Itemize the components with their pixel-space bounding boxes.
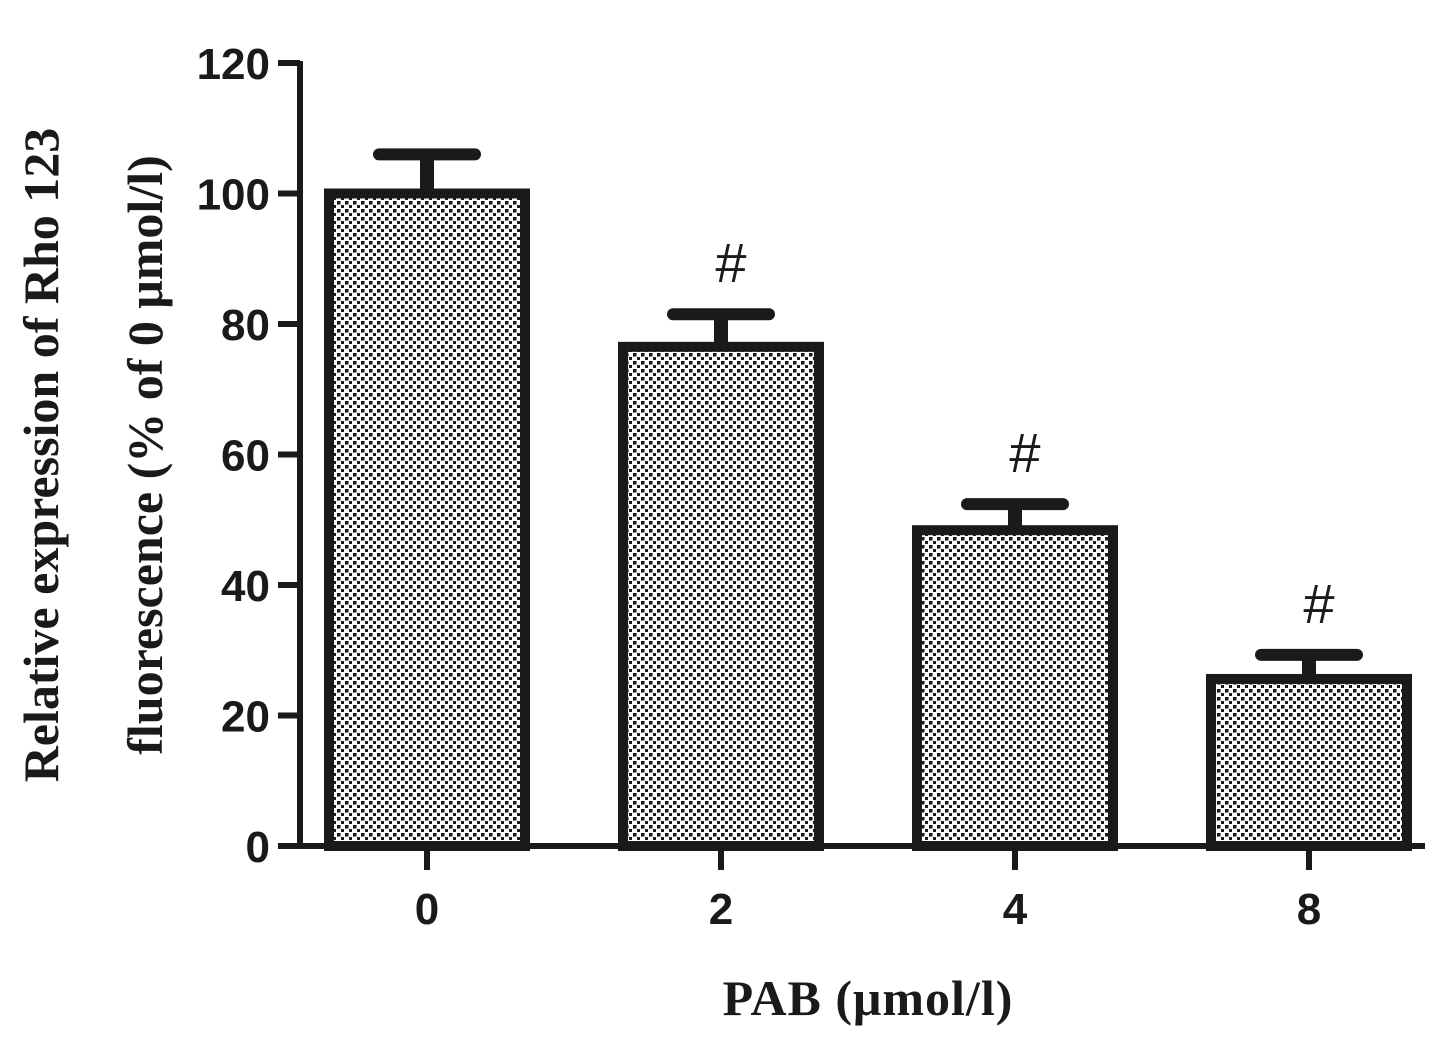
y-tick-label: 120 bbox=[197, 40, 270, 89]
y-tick-label: 40 bbox=[221, 562, 270, 611]
bar-2 bbox=[618, 341, 824, 851]
bar-4 bbox=[912, 525, 1118, 851]
significance-marker: # bbox=[1303, 572, 1334, 635]
bar-8 bbox=[1206, 673, 1412, 852]
y-tick-label: 60 bbox=[221, 432, 270, 481]
x-tick-label: 8 bbox=[1297, 885, 1321, 934]
x-tick-label: 4 bbox=[1003, 885, 1028, 934]
y-tick-label: 0 bbox=[246, 823, 270, 872]
significance-marker: # bbox=[1009, 421, 1040, 484]
y-axis-label-line-2: fluorescence (% of 0 μmol/l) bbox=[117, 155, 173, 755]
y-tick-label: 20 bbox=[221, 693, 270, 742]
bar-0 bbox=[324, 188, 530, 851]
y-tick-label: 100 bbox=[197, 171, 270, 220]
y-axis-label-line-1: Relative expression of Rho 123 bbox=[13, 128, 69, 783]
bars: # # # bbox=[324, 148, 1412, 852]
x-axis-label: PAB (μmol/l) bbox=[723, 970, 1014, 1026]
x-tick-label: 2 bbox=[709, 885, 733, 934]
significance-marker: # bbox=[715, 231, 746, 294]
y-tick-label: 80 bbox=[221, 301, 270, 350]
x-tick-label: 0 bbox=[415, 885, 439, 934]
